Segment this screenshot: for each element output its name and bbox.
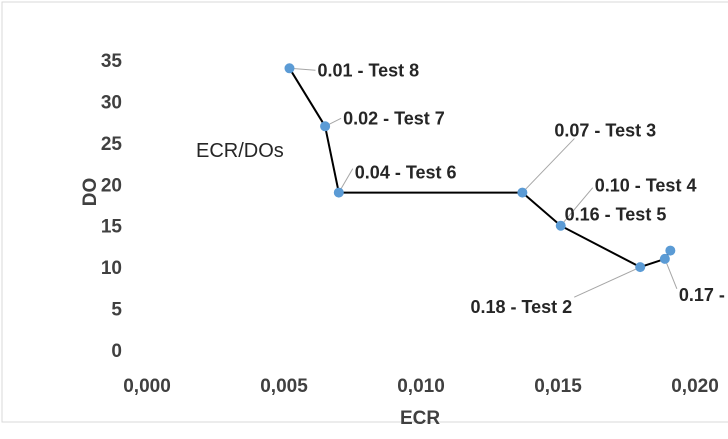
- x-tick-label: 0,005: [260, 376, 308, 397]
- data-label: 0.17 - Test 1: [679, 285, 728, 305]
- y-tick-label: 20: [101, 175, 122, 196]
- y-axis-ticks: 0 5 10 15 20 25 30 35: [101, 51, 123, 362]
- data-point: [635, 262, 646, 273]
- x-tick-label: 0,010: [397, 376, 445, 397]
- data-label: 0.04 - Test 6: [355, 163, 457, 183]
- x-axis-title: ECR: [400, 408, 440, 429]
- plot-annotation: ECR/DOs: [196, 140, 284, 162]
- y-tick-label: 25: [101, 134, 123, 155]
- data-label: 0.16 - Test 5: [565, 205, 667, 225]
- y-tick-label: 0: [111, 341, 122, 362]
- data-point: [320, 121, 331, 132]
- x-tick-label: 0,000: [123, 376, 171, 397]
- leader-line: [560, 187, 594, 227]
- y-tick-label: 15: [101, 217, 123, 238]
- data-label: 0.10 - Test 4: [595, 176, 697, 196]
- leader-line: [522, 138, 575, 193]
- leader-line: [664, 258, 678, 290]
- data-point: [517, 187, 528, 198]
- data-point: [333, 187, 344, 198]
- data-point: [284, 63, 295, 74]
- x-tick-label: 0,020: [671, 376, 719, 397]
- x-tick-label: 0,015: [534, 376, 582, 397]
- chart-frame: [1, 1, 728, 423]
- data-label: 0.07 - Test 3: [554, 121, 656, 141]
- data-point: [665, 245, 676, 256]
- leader-line: [573, 266, 641, 298]
- data-labels: 0.01 - Test 8 0.02 - Test 7 0.04 - Test 6 0…: [317, 60, 728, 317]
- data-label: 0.02 - Test 7: [343, 108, 445, 128]
- data-label: 0.18 - Test 2: [470, 297, 572, 317]
- y-tick-label: 10: [101, 258, 122, 279]
- y-tick-label: 35: [101, 51, 123, 72]
- data-point: [659, 253, 670, 264]
- x-axis-ticks: 0,000 0,005 0,010 0,015 0,020: [123, 376, 719, 397]
- data-points: [284, 63, 676, 273]
- y-tick-label: 5: [111, 300, 122, 321]
- y-axis-title: DO: [80, 178, 101, 207]
- data-label: 0.01 - Test 8: [317, 60, 419, 80]
- y-tick-label: 30: [101, 92, 122, 113]
- data-point: [555, 220, 566, 231]
